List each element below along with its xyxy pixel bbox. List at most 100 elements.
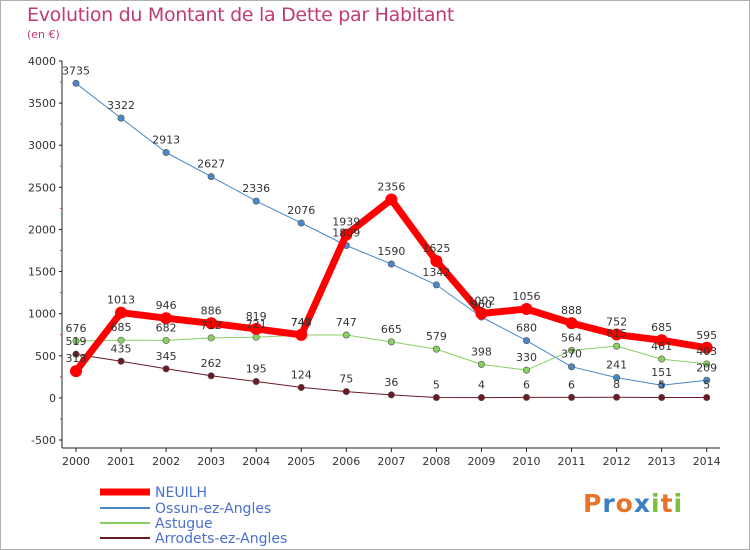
data-point <box>703 393 711 401</box>
data-label: 712 <box>201 319 222 332</box>
data-label: 4 <box>478 379 485 392</box>
data-label: 3735 <box>62 64 90 77</box>
data-label: 1002 <box>467 294 495 307</box>
data-point <box>342 331 350 339</box>
data-label: 680 <box>516 322 537 335</box>
data-point <box>475 307 488 320</box>
data-point <box>117 357 125 365</box>
data-labels-layer: 3735 3322 2913 2627 2336 2076 1809 1590 1342 960 6… <box>62 64 717 391</box>
data-point <box>207 334 215 342</box>
data-point <box>72 337 80 345</box>
data-point <box>387 260 395 268</box>
data-point <box>477 394 485 402</box>
data-point <box>70 365 82 378</box>
x-tick-label: 2008 <box>422 455 450 468</box>
data-point <box>520 302 533 315</box>
data-point <box>117 336 125 344</box>
data-label: 595 <box>696 329 717 342</box>
data-point <box>703 376 711 384</box>
data-point <box>477 360 485 368</box>
legend-label: Arrodets-ez-Angles <box>155 531 287 547</box>
x-tick-label: 2012 <box>603 455 631 468</box>
x-tick-label: 2002 <box>152 455 180 468</box>
data-label: 752 <box>606 316 627 329</box>
data-point <box>613 393 621 401</box>
x-tick-label: 2013 <box>648 455 676 468</box>
x-tick-label: 2000 <box>62 455 90 468</box>
data-label: 209 <box>696 361 717 374</box>
data-label: 435 <box>111 342 132 355</box>
y-tick-label: 4000 <box>28 55 56 68</box>
data-point <box>700 341 713 354</box>
data-label: 1056 <box>513 290 541 303</box>
data-label: 888 <box>561 304 582 317</box>
data-label: 403 <box>696 345 717 358</box>
data-label: 2627 <box>197 158 225 171</box>
x-tick-label: 2006 <box>332 455 360 468</box>
data-label: 5 <box>703 378 710 391</box>
data-label: 946 <box>156 299 177 312</box>
data-label: 330 <box>516 351 537 364</box>
data-point <box>568 393 576 401</box>
data-label: 747 <box>336 316 357 329</box>
series-layer <box>70 79 713 402</box>
logo-letter: i <box>651 489 661 518</box>
data-point <box>658 355 666 363</box>
y-tick-label: 1000 <box>28 308 56 321</box>
logo-letter: i <box>673 489 684 518</box>
data-point <box>205 317 218 330</box>
y-tick-label: 2000 <box>28 223 56 236</box>
y-tick-label: 0 <box>49 392 56 405</box>
data-label: 370 <box>561 348 582 361</box>
data-point <box>522 393 530 401</box>
legend-swatch <box>100 537 150 539</box>
data-point <box>432 281 440 289</box>
x-tick-label: 2004 <box>242 455 270 468</box>
data-label: 747 <box>291 316 312 329</box>
data-label: 519 <box>66 335 87 348</box>
data-point <box>385 193 398 206</box>
data-point <box>162 336 170 344</box>
x-tick-label: 2010 <box>513 455 541 468</box>
data-point <box>568 363 576 371</box>
proxiti-logo: Proxiti <box>583 489 683 518</box>
x-tick-label: 2011 <box>558 455 586 468</box>
data-label: 1590 <box>377 245 405 258</box>
chart-legend: NEUILHOssun-ez-AnglesAstugueArrodets-ez-… <box>100 485 287 547</box>
x-tick-label: 2003 <box>197 455 225 468</box>
data-point <box>613 374 621 382</box>
data-label: 6 <box>523 378 530 391</box>
data-point <box>703 360 711 368</box>
data-label: 685 <box>111 321 132 334</box>
data-label: 398 <box>471 345 492 358</box>
data-point <box>565 317 578 330</box>
legend-swatch <box>100 507 150 509</box>
data-point <box>342 388 350 396</box>
data-label: 151 <box>651 366 672 379</box>
data-label: 682 <box>156 321 177 334</box>
data-point <box>522 337 530 345</box>
data-label: 8 <box>613 378 620 391</box>
data-label: 721 <box>246 318 267 331</box>
chart-title: Evolution du Montant de la Dette par Hab… <box>27 4 455 26</box>
data-point <box>252 377 260 385</box>
data-point <box>117 114 125 122</box>
data-point <box>162 149 170 157</box>
data-point <box>72 350 80 358</box>
data-label: 886 <box>201 304 222 317</box>
data-label: 124 <box>291 368 312 381</box>
data-point <box>340 228 353 241</box>
data-point <box>162 365 170 373</box>
data-label: 345 <box>156 350 177 363</box>
data-label: 318 <box>66 352 87 365</box>
y-tick-label: -500 <box>31 434 56 447</box>
x-tick-label: 2005 <box>287 455 315 468</box>
data-point <box>72 79 80 87</box>
data-point <box>297 219 305 227</box>
data-point <box>207 372 215 380</box>
data-label: 676 <box>66 322 87 335</box>
data-point <box>207 173 215 181</box>
data-label: 3322 <box>107 99 135 112</box>
data-label: 819 <box>246 310 267 323</box>
